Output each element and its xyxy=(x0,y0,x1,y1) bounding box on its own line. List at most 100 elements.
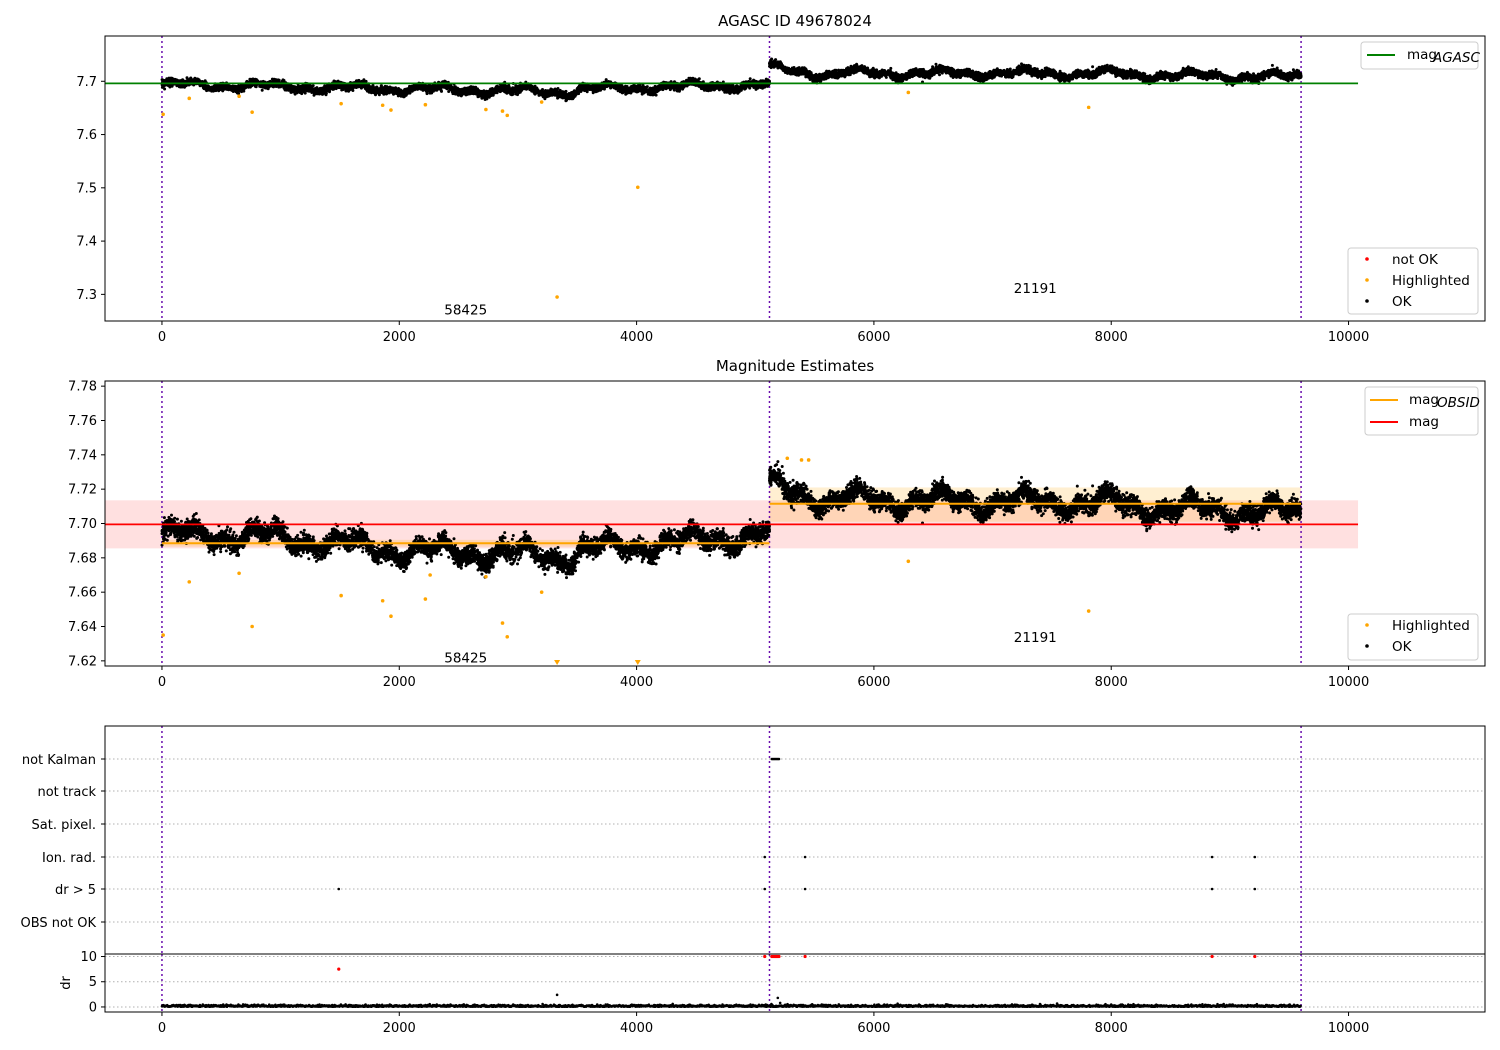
p1-ok-point xyxy=(163,87,167,91)
p1-ok-point xyxy=(425,86,429,90)
p1-ok-point xyxy=(541,92,545,96)
p1-ok-point xyxy=(378,89,382,93)
p1-ok-point xyxy=(240,85,244,89)
p1-ok-point xyxy=(302,88,306,91)
p1-ok-point xyxy=(410,85,414,89)
p1-ok-point xyxy=(523,85,527,89)
p1-ok-point xyxy=(476,95,480,99)
p1-ok-point xyxy=(311,90,315,94)
p1-ok-point xyxy=(208,88,212,92)
p1-ok-point xyxy=(393,87,397,91)
p1-ok-point xyxy=(488,90,492,94)
p1-ok-point xyxy=(483,92,487,96)
p1-ok-point xyxy=(406,88,410,92)
p1-ok-point xyxy=(493,87,497,91)
p1-ok-point xyxy=(466,89,470,93)
p1-ok-point xyxy=(511,87,515,90)
p1-ok-point xyxy=(444,84,448,88)
p1-ok-point xyxy=(213,84,217,88)
p1-ok-point xyxy=(296,85,300,89)
p1-ok-point xyxy=(531,85,535,89)
p1-ok-point xyxy=(307,86,311,90)
p1-ok-point xyxy=(399,90,403,94)
p1-ok-point xyxy=(372,90,376,94)
p1-ok-point xyxy=(432,84,436,88)
p1-ok-point xyxy=(501,84,505,88)
p1-ok-point xyxy=(489,93,493,97)
p1-ok-point xyxy=(483,98,487,101)
p1-ok-point xyxy=(490,87,494,90)
p1-ok-point xyxy=(317,90,321,94)
p1-ok-point xyxy=(501,88,505,92)
p1-ok-point xyxy=(491,91,495,95)
p1-ok-point xyxy=(287,85,291,89)
p1-ok-point xyxy=(368,86,372,90)
p1-ok-point xyxy=(303,85,307,88)
p1-ok-point xyxy=(528,86,532,90)
panel1-title: AGASC ID 49678024 xyxy=(718,12,872,30)
p1-ok-point xyxy=(414,85,418,89)
p1-ok-point xyxy=(383,88,387,92)
p1-ok-point xyxy=(506,88,510,92)
p1-ok-point xyxy=(419,85,422,89)
p1-ok-point xyxy=(183,84,187,88)
p1-ok-point xyxy=(293,92,297,96)
p1-ok-point xyxy=(467,92,471,96)
p1-ok-point xyxy=(230,88,233,92)
p1-ok-point xyxy=(433,87,437,91)
p1-ok-point xyxy=(191,78,195,82)
p1-ok-point xyxy=(324,93,328,97)
p1-ok-point xyxy=(545,95,549,99)
p1-ok-point xyxy=(390,89,394,92)
p1-ok-point xyxy=(436,87,440,91)
p1-ok-point xyxy=(563,91,567,95)
p1-ok-point xyxy=(290,84,294,88)
p1-ok-point xyxy=(455,90,458,94)
p1-ok-point xyxy=(298,90,302,94)
p1-ok-point xyxy=(171,79,174,83)
p1-ok-point xyxy=(547,89,551,93)
p1-plot-area xyxy=(105,36,1485,321)
p1-ok-point xyxy=(234,86,238,90)
p1-ok-point xyxy=(327,86,331,90)
p1-ok-point xyxy=(195,77,199,81)
p1-ok-point xyxy=(560,92,564,96)
p1-ok-point xyxy=(458,89,462,93)
p1-ok-point xyxy=(568,95,572,99)
p1-ok-point xyxy=(292,86,296,90)
p1-ok-point xyxy=(572,89,576,93)
p1-ok-point xyxy=(174,79,178,83)
p1-ok-point xyxy=(748,77,752,81)
p1-ok-point xyxy=(344,88,348,92)
p1-ok-point xyxy=(498,86,502,90)
p1-ok-point xyxy=(204,84,207,88)
p1-ok-point xyxy=(307,89,310,93)
p1-ok-point xyxy=(321,92,324,96)
p1-ok-point xyxy=(252,78,256,82)
p1-ok-point xyxy=(463,91,466,95)
p1-ok-point xyxy=(448,87,452,91)
p1-ok-point xyxy=(309,84,313,88)
p1-ok-point xyxy=(517,88,521,92)
p1-ok-point xyxy=(476,89,480,93)
p1-ok-point xyxy=(428,89,432,93)
p1-ok-point xyxy=(452,88,456,92)
p1-ok-point xyxy=(163,79,167,82)
p1-ok-point xyxy=(281,78,285,82)
p1-ok-point xyxy=(220,85,223,89)
p1-ok-point xyxy=(553,91,557,95)
p1-ok-point xyxy=(340,86,344,90)
p1-ok-point xyxy=(189,76,193,80)
p1-ok-point xyxy=(263,84,267,88)
p1-ok-point xyxy=(179,85,183,89)
p1-ok-point xyxy=(371,84,375,88)
p1-ok-point xyxy=(480,92,484,96)
p1-ok-point xyxy=(474,85,478,89)
p1-ok-point xyxy=(403,91,407,95)
p1-ok-point xyxy=(571,92,575,96)
p1-ok-point xyxy=(349,84,353,88)
p1-ok-point xyxy=(558,90,562,94)
p1-ok-point xyxy=(323,87,326,91)
